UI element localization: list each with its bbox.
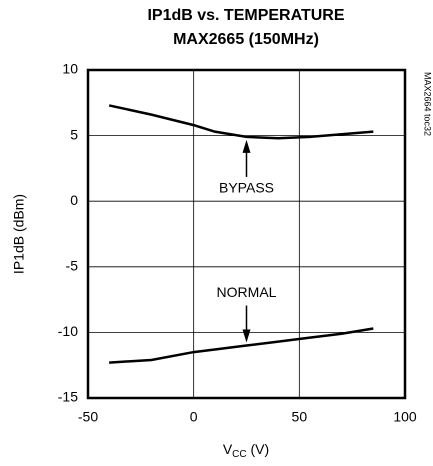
y-tick-label: 5 xyxy=(70,126,78,142)
y-tick-label: 10 xyxy=(62,61,78,77)
chart-title: IP1dB vs. TEMPERATURE xyxy=(147,7,344,24)
x-axis-label: VCC (V) xyxy=(223,441,269,460)
annotation-label: NORMAL xyxy=(217,284,277,300)
x-label-unit: (V) xyxy=(247,441,270,457)
plot-frame xyxy=(86,68,407,400)
x-label-sub: CC xyxy=(232,449,246,460)
x-tick-label: -50 xyxy=(78,409,98,425)
arrow-head xyxy=(242,329,251,343)
y-tick-label: -5 xyxy=(66,258,79,274)
chart-subtitle: MAX2665 (150MHz) xyxy=(173,31,319,48)
x-tick-label: 0 xyxy=(190,409,198,425)
arrow-head xyxy=(242,139,251,153)
x-label-main: V xyxy=(223,441,233,457)
series-line xyxy=(108,104,374,140)
y-axis-label: IP1dB (dBm) xyxy=(11,194,27,274)
annotation-label: BYPASS xyxy=(219,180,274,196)
series-line xyxy=(109,327,374,364)
y-tick-label: 0 xyxy=(70,192,78,208)
side-note: MAX2664 toc32 xyxy=(423,72,433,136)
y-tick-label: -10 xyxy=(58,323,78,339)
x-tick-label: 50 xyxy=(292,409,308,425)
x-tick-label: 100 xyxy=(393,409,417,425)
y-tick-label: -15 xyxy=(58,389,78,405)
